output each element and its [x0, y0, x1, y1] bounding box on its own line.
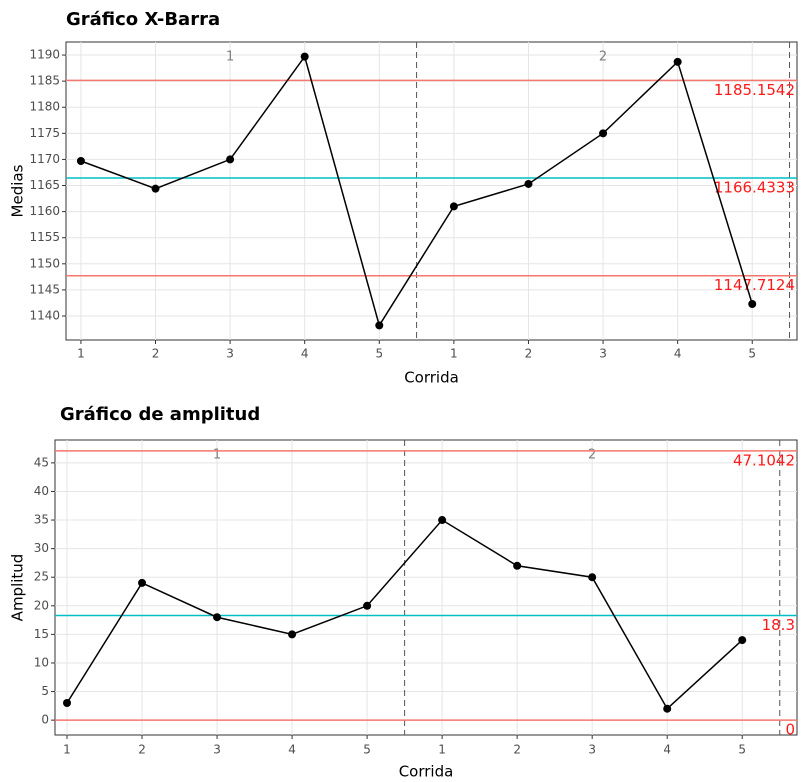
y-tick-label: 1185	[29, 74, 60, 88]
phase-label: 2	[588, 448, 596, 463]
y-tick-label: 1145	[29, 282, 60, 296]
x-tick-label: 1	[438, 743, 446, 757]
x-tick-label: 5	[738, 743, 746, 757]
data-point	[738, 636, 747, 645]
x-tick-label: 5	[375, 347, 383, 361]
y-tick-label: 1140	[29, 308, 60, 322]
x-tick-label: 4	[301, 347, 309, 361]
data-point	[375, 321, 384, 330]
data-point	[138, 578, 147, 587]
x-tick-label: 3	[226, 347, 234, 361]
data-point	[63, 698, 72, 707]
x-tick-label: 3	[588, 743, 596, 757]
data-point	[663, 704, 672, 713]
y-tick-label: 20	[34, 598, 49, 612]
chart-title: Gráfico de amplitud	[60, 404, 260, 425]
data-point	[438, 516, 447, 525]
series-line	[66, 519, 743, 710]
data-point	[151, 184, 160, 193]
y-tick-label: 1180	[29, 100, 60, 114]
y-tick-label: 15	[34, 627, 49, 641]
x-axis-title: Corrida	[399, 763, 454, 781]
x-tick-label: 1	[77, 347, 85, 361]
y-tick-label: 10	[34, 655, 49, 669]
limit-label: 1185.1542	[714, 81, 795, 99]
x-tick-label: 2	[525, 347, 533, 361]
x-tick-label: 2	[138, 743, 146, 757]
plot-panel	[54, 439, 798, 736]
y-tick-label: 40	[34, 484, 49, 498]
y-tick-label: 35	[34, 513, 49, 527]
data-point	[588, 573, 597, 582]
y-tick-label: 1155	[29, 230, 60, 244]
y-tick-label: 1190	[29, 48, 60, 62]
chart-title: Gráfico X-Barra	[66, 9, 220, 30]
limit-label: 1166.4333	[714, 179, 795, 197]
data-point	[524, 179, 533, 188]
limit-label: 18.3	[762, 616, 795, 634]
y-tick-label: 1160	[29, 204, 60, 218]
y-tick-label: 25	[34, 570, 49, 584]
y-tick-label: 1175	[29, 126, 60, 140]
data-point	[288, 630, 297, 639]
y-axis-title: Amplitud	[9, 554, 27, 622]
data-point	[363, 601, 372, 610]
x-tick-label: 3	[599, 347, 607, 361]
y-tick-label: 45	[34, 455, 49, 469]
x-tick-label: 4	[288, 743, 296, 757]
x-tick-label: 5	[363, 743, 371, 757]
data-point	[599, 129, 608, 138]
x-tick-label: 2	[513, 743, 521, 757]
data-point	[213, 613, 222, 622]
data-point	[449, 202, 458, 211]
phase-label: 2	[599, 50, 607, 65]
x-tick-label: 3	[213, 743, 221, 757]
x-tick-label: 5	[748, 347, 756, 361]
limit-label: 47.1042	[733, 451, 795, 469]
series-line	[80, 54, 753, 328]
y-tick-label: 5	[41, 684, 49, 698]
phase-label: 1	[226, 50, 234, 65]
x-tick-label: 4	[663, 743, 671, 757]
data-point	[76, 156, 85, 165]
data-point	[673, 57, 682, 66]
data-point	[513, 561, 522, 570]
y-tick-label: 30	[34, 541, 49, 555]
y-tick-label: 1150	[29, 256, 60, 270]
data-point	[748, 299, 757, 308]
data-point	[300, 52, 309, 61]
x-tick-label: 1	[63, 743, 71, 757]
limit-label: 1147.7124	[714, 276, 795, 294]
data-point	[226, 155, 235, 164]
x-axis-title: Corrida	[404, 369, 459, 387]
y-tick-label: 0	[41, 713, 49, 727]
x-tick-label: 4	[674, 347, 682, 361]
y-axis-title: Medias	[9, 164, 27, 217]
y-tick-label: 1170	[29, 152, 60, 166]
phase-label: 1	[213, 448, 221, 463]
plot-panel	[65, 41, 798, 341]
x-tick-label: 1	[450, 347, 458, 361]
x-tick-label: 2	[152, 347, 160, 361]
limit-label: 0	[785, 721, 795, 739]
y-tick-label: 1165	[29, 178, 60, 192]
